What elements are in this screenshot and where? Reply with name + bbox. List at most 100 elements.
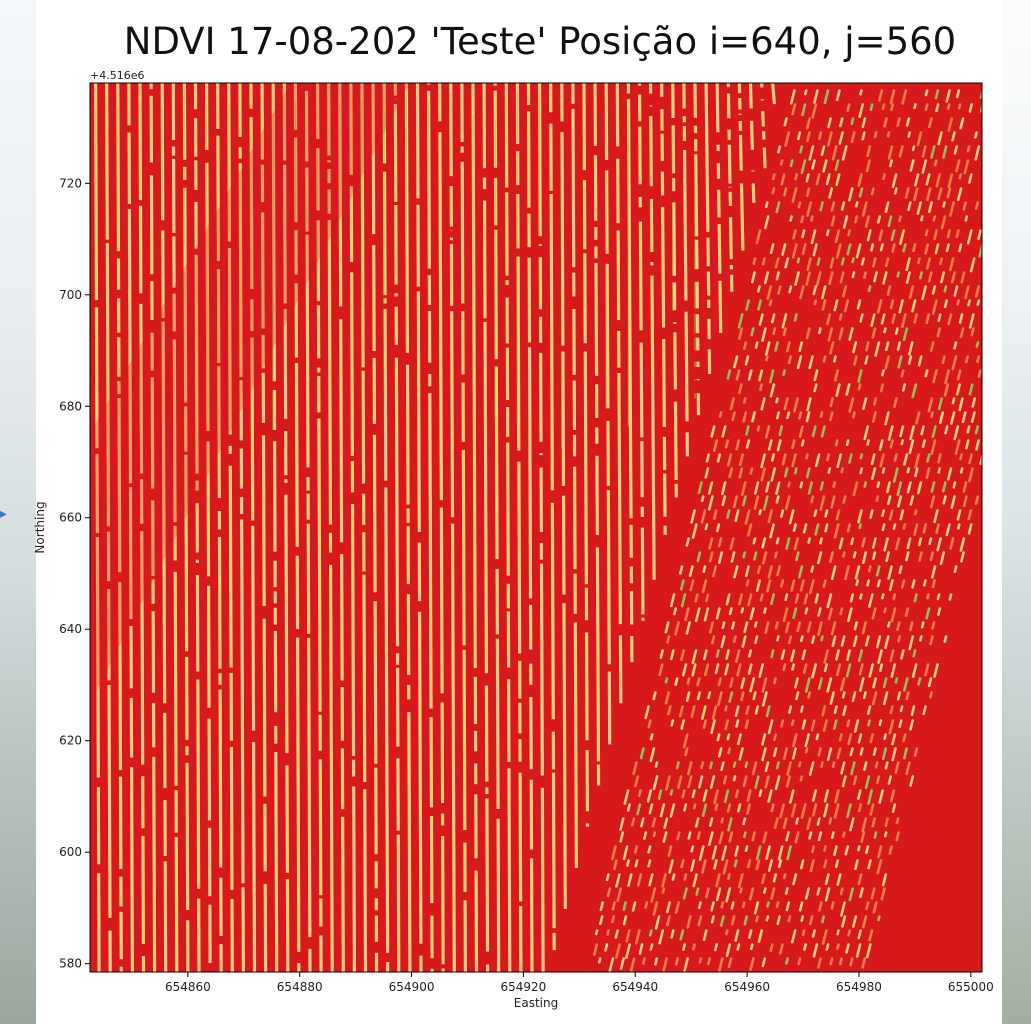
- plant-dot: [931, 299, 938, 315]
- plant-dot: [720, 635, 726, 649]
- plant-dot: [927, 397, 934, 413]
- plant-dot: [861, 117, 867, 129]
- plant-dot: [855, 243, 862, 259]
- plant-dot: [767, 859, 774, 872]
- vegetation-highlight: [139, 100, 141, 432]
- plant-dot: [911, 145, 916, 152]
- stripe-gap: [537, 441, 546, 454]
- plant-dot: [749, 957, 755, 971]
- plant-dot: [746, 789, 752, 802]
- plant-dot: [775, 481, 781, 495]
- plant-dot: [851, 411, 856, 419]
- plant-dot: [647, 845, 652, 854]
- plant-dot: [947, 173, 954, 189]
- plant-dot: [966, 145, 971, 153]
- plant-dot: [877, 845, 883, 859]
- plant-dot: [851, 271, 856, 279]
- plant-dot: [833, 355, 837, 363]
- plant-dot: [908, 635, 915, 651]
- plant-dot: [626, 859, 630, 867]
- plant-dot: [842, 705, 847, 717]
- plant-dot: [736, 943, 741, 951]
- plant-dot: [892, 593, 897, 601]
- stripe-gap: [525, 104, 535, 112]
- stripe-gap: [514, 698, 524, 703]
- vegetation-highlight: [472, 114, 474, 375]
- plant-dot: [955, 229, 960, 239]
- plant-dot: [831, 635, 837, 648]
- plant-dot: [864, 775, 871, 789]
- plant-dot: [732, 761, 737, 768]
- stripe-gap: [537, 559, 546, 564]
- stripe-gap: [437, 964, 446, 969]
- stripe-gap: [736, 109, 746, 114]
- plant-dot: [899, 425, 905, 438]
- plant-dot: [914, 453, 921, 469]
- plant-dot: [834, 159, 840, 171]
- plant-dot: [850, 537, 855, 546]
- stripe-gap: [148, 162, 158, 176]
- plant-dot: [871, 327, 877, 339]
- plant-dot: [882, 173, 886, 181]
- plant-dot: [733, 859, 738, 868]
- stripe-gap: [670, 275, 679, 283]
- plant-dot: [821, 929, 828, 945]
- stripe-gap: [614, 320, 624, 331]
- plant-dot: [744, 509, 751, 525]
- plant-dot: [958, 173, 963, 180]
- stripe-gap: [215, 668, 224, 674]
- stripe-gap: [192, 248, 202, 255]
- plant-dot: [931, 285, 937, 295]
- plant-dot: [796, 257, 801, 264]
- plant-dot: [861, 817, 868, 833]
- stripe-gap: [126, 757, 135, 768]
- plant-dot: [679, 565, 684, 575]
- plant-dot: [964, 215, 969, 222]
- stripe-gap: [226, 241, 235, 249]
- stripe-gap: [659, 130, 668, 134]
- plant-dot: [857, 789, 862, 800]
- stripe-gap: [215, 128, 224, 136]
- stripe-gap: [292, 951, 302, 964]
- plant-dot: [810, 495, 815, 504]
- plant-dot: [768, 369, 775, 384]
- plant-dot: [790, 929, 797, 944]
- plant-dot: [799, 285, 805, 300]
- crop-stripe: [193, 83, 201, 972]
- plant-dot: [862, 397, 868, 410]
- plant-dot: [783, 467, 789, 478]
- stripe-gap: [292, 546, 302, 556]
- plant-dot: [619, 817, 625, 831]
- plant-dot: [762, 495, 769, 511]
- stripe-gap: [348, 262, 357, 273]
- stripe-gap: [770, 108, 779, 114]
- plant-dot: [643, 831, 648, 840]
- stripe-gap: [248, 520, 258, 526]
- plant-dot: [776, 439, 782, 452]
- plant-dot: [765, 915, 770, 922]
- plant-dot: [685, 621, 691, 635]
- plant-dot: [798, 411, 803, 420]
- plant-dot: [662, 957, 668, 972]
- plant-dot: [784, 593, 789, 601]
- plant-dot: [787, 355, 793, 365]
- stripe-gap: [159, 220, 169, 231]
- stripe-gap: [392, 664, 402, 668]
- stripe-gap: [237, 158, 246, 164]
- stripe-gap: [93, 448, 102, 455]
- stripe-gap: [204, 820, 213, 828]
- stripe-gap: [603, 485, 613, 491]
- stripe-gap: [326, 213, 335, 221]
- plant-dot: [816, 257, 821, 266]
- stripe-gap: [359, 483, 369, 494]
- x-tick-label: 654900: [389, 980, 435, 994]
- plant-dot: [751, 831, 756, 842]
- plant-dot: [787, 915, 792, 923]
- plant-dot: [959, 453, 963, 461]
- plant-dot: [863, 481, 868, 488]
- plant-dot: [882, 271, 888, 285]
- plant-dot: [764, 775, 770, 789]
- plant-dot: [711, 635, 716, 645]
- plant-dot: [644, 705, 650, 720]
- plant-dot: [622, 901, 627, 911]
